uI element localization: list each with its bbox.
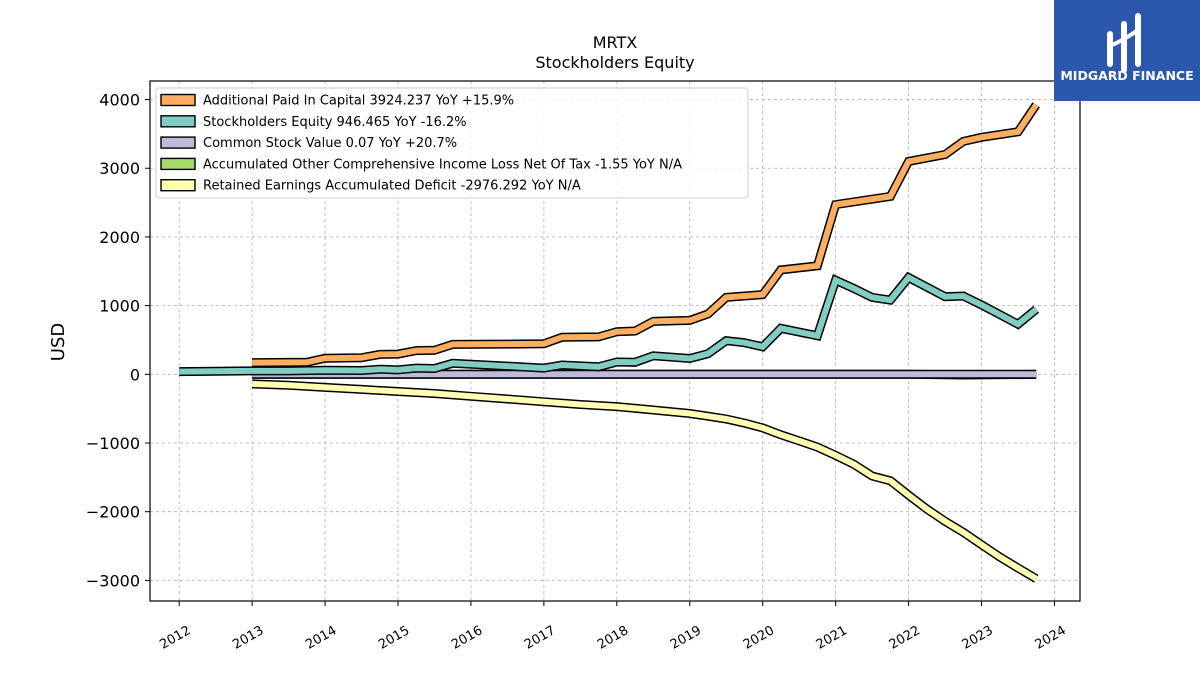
x-tick-label: 2020 [741,623,777,653]
legend-swatch [160,178,196,192]
series-core [252,103,1039,366]
legend-box [155,87,749,199]
legend-swatch [160,93,196,107]
legend-label: Common Stock Value 0.07 YoY +20.7% [203,136,457,151]
legend-swatch [160,115,196,128]
chart-title: MRTX [593,33,638,52]
logo-mark-icon [1107,13,1141,73]
logo-text: MIDGARD FINANCE [1060,68,1193,83]
legend-label: Retained Earnings Accumulated Deficit -2… [203,179,581,194]
brand-logo: MIDGARD FINANCE [1054,0,1200,101]
plot-frame [149,80,1081,602]
x-tick-label: 2016 [449,623,485,653]
x-tick-label: 2017 [522,623,558,653]
y-tick-label: 1000 [99,297,140,316]
x-tick-label: 2023 [960,623,996,653]
series-core [251,380,1038,582]
x-tick-label: 2022 [887,623,923,653]
y-tick-label: −2000 [86,503,140,522]
x-tick-label: 2012 [157,623,193,653]
y-tick-label: −1000 [86,434,140,453]
legend-label: Accumulated Other Comprehensive Income L… [203,157,682,172]
x-tick-label: 2013 [230,623,266,653]
x-tick-label: 2014 [303,623,339,653]
series-line-4 [251,379,1039,583]
y-tick-label: 3000 [99,159,140,178]
series-core [179,273,1039,375]
y-axis-label: USD [48,323,69,361]
x-tick-label: 2021 [814,623,850,653]
legend-swatch [160,136,196,149]
series-outline [251,379,1039,583]
chart-subtitle: Stockholders Equity [535,53,694,72]
legend-label: Additional Paid In Capital 3924.237 YoY … [203,94,514,109]
legend-label: Stockholders Equity 946.465 YoY -16.2% [203,115,467,130]
y-tick-label: 4000 [99,91,140,110]
y-tick-label: −3000 [86,571,140,590]
legend: Additional Paid In Capital 3924.237 YoY … [155,87,749,199]
x-tick-label: 2024 [1033,623,1069,653]
x-tick-label: 2018 [595,623,631,653]
x-tick-label: 2015 [376,623,412,653]
legend-swatch [160,157,196,171]
series-line-0 [252,102,1040,368]
series-lines [179,102,1040,583]
x-tick-label: 2019 [668,623,704,653]
y-tick-label: 2000 [99,228,140,247]
y-tick-label: 0 [130,365,140,384]
series-line-1 [179,271,1040,377]
